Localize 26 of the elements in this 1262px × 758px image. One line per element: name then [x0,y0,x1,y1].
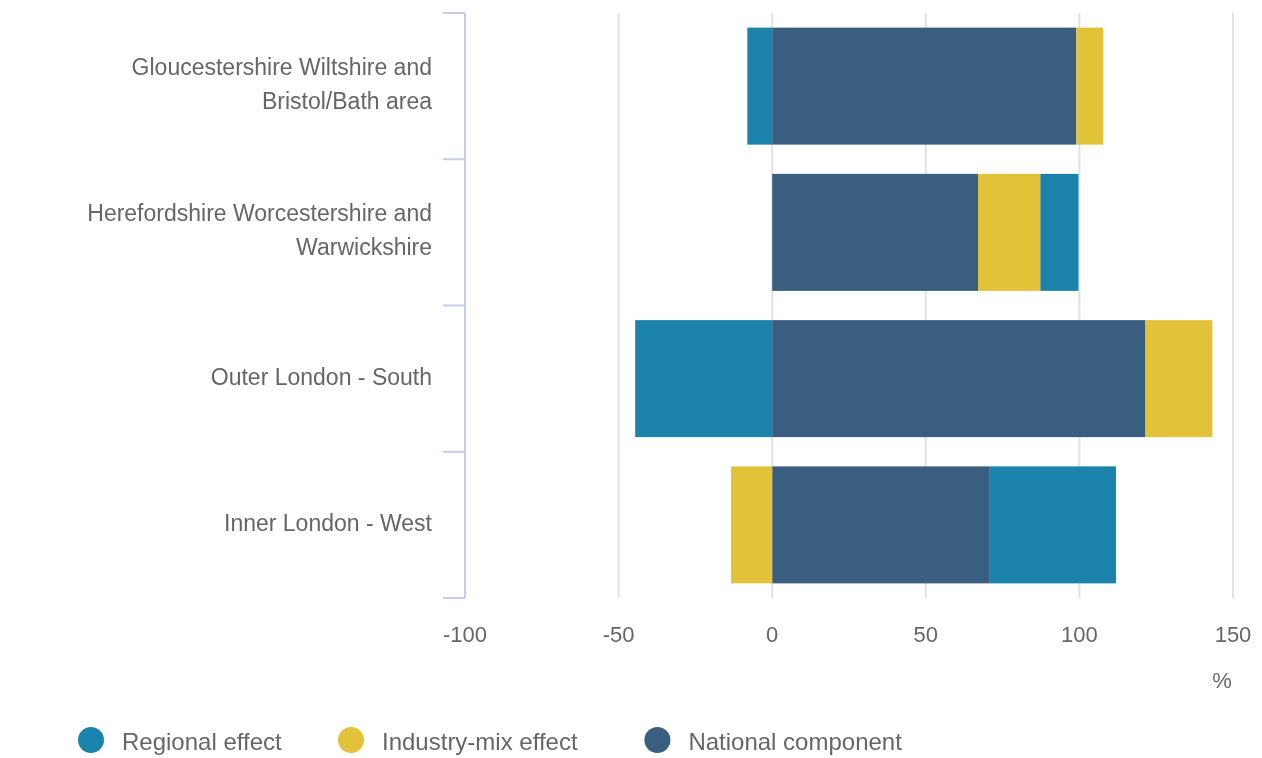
x-tick-label: 150 [1214,622,1252,647]
bar [978,173,1041,291]
bar [989,466,1116,584]
bar [731,466,773,584]
legend-label: National component [688,728,903,755]
y-tick-label: Outer London - South [210,363,432,390]
bar [747,27,773,145]
y-tick-label: Herefordshire Worcestershire and Warwickshire [87,200,432,261]
bar [772,320,1146,438]
x-tick-label: 100 [1061,622,1098,647]
y-tick-label: Gloucestershire Wiltshire and Bristol/Bath area [131,54,433,115]
x-axis-title: % [1212,668,1232,693]
x-tick-label: -100 [442,622,488,647]
bar [635,320,773,438]
bar [772,466,990,584]
x-tick-label: 0 [766,622,779,647]
y-tick-label: Inner London - West [224,509,433,536]
legend-label: Industry-mix effect [382,728,578,755]
bar [1040,173,1079,291]
bar [772,173,979,291]
x-tick-label: 50 [913,622,939,647]
x-tick-label: -50 [602,622,635,647]
bar [772,27,1077,145]
bar [1076,27,1104,145]
legend-label: Regional effect [122,728,282,755]
bar [1145,320,1213,438]
